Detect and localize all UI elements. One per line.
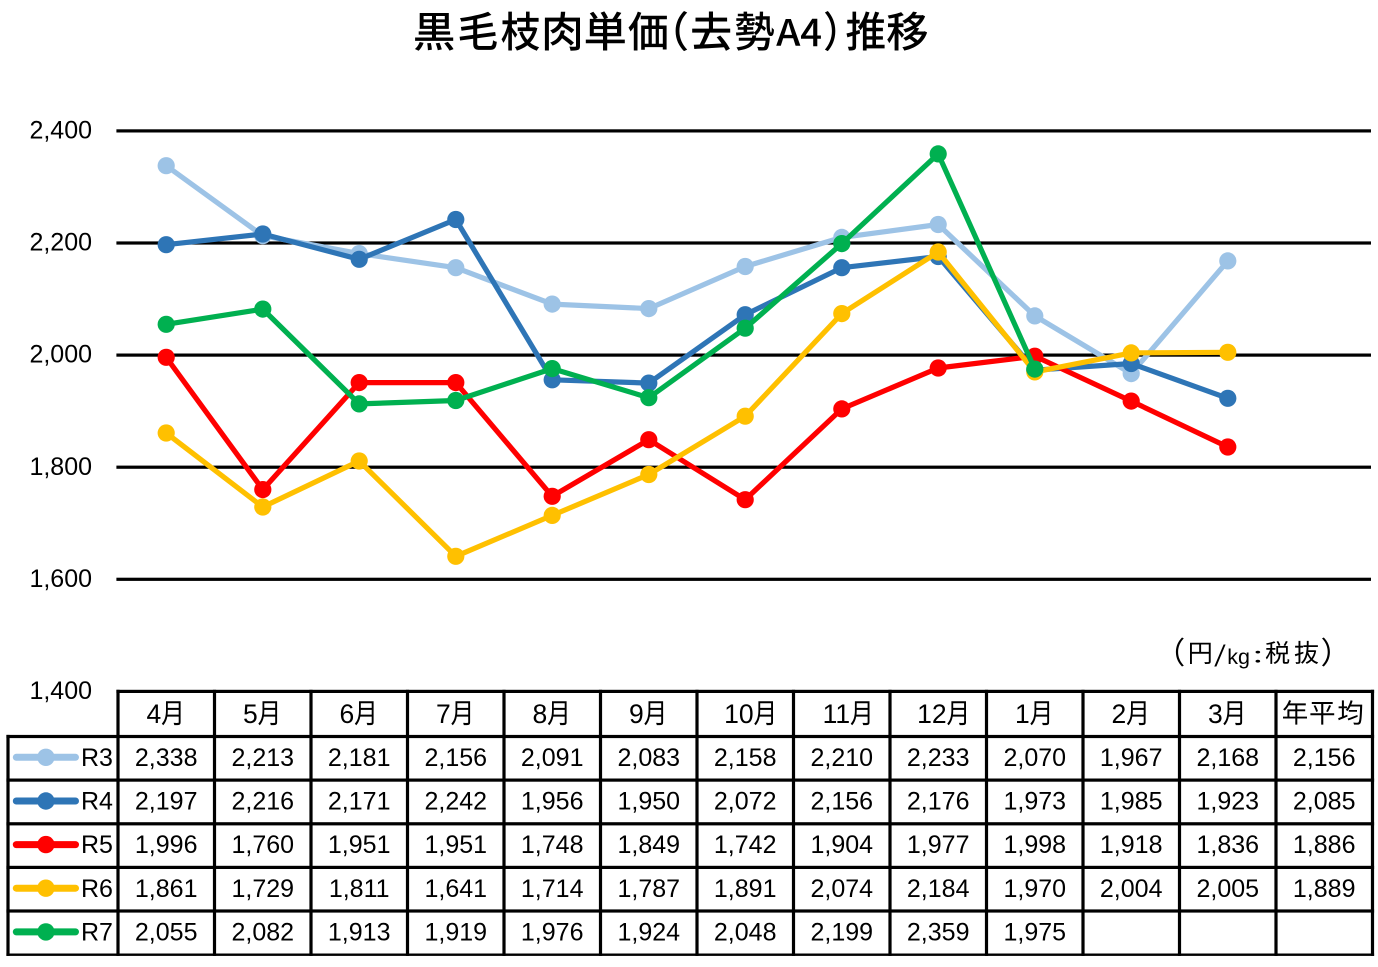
svg-text:2,156: 2,156 <box>811 788 874 816</box>
svg-text:2,197: 2,197 <box>135 788 198 816</box>
svg-text:2,158: 2,158 <box>714 744 777 772</box>
svg-text:11: 11 <box>823 699 851 729</box>
svg-text:2,083: 2,083 <box>618 744 681 772</box>
svg-text:1,977: 1,977 <box>907 831 970 859</box>
svg-text:1,861: 1,861 <box>135 875 198 903</box>
svg-text:2,085: 2,085 <box>1293 788 1356 816</box>
svg-text:2,055: 2,055 <box>135 919 198 947</box>
svg-text:1: 1 <box>1015 699 1030 729</box>
svg-text:1,970: 1,970 <box>1004 875 1067 903</box>
svg-text:2,210: 2,210 <box>811 744 874 772</box>
svg-text:2,005: 2,005 <box>1197 875 1260 903</box>
svg-text:2,091: 2,091 <box>521 744 584 772</box>
svg-text:2,213: 2,213 <box>232 744 295 772</box>
svg-text:10: 10 <box>724 699 753 729</box>
svg-text:1,967: 1,967 <box>1100 744 1163 772</box>
svg-text:2,168: 2,168 <box>1197 744 1260 772</box>
svg-text:1,975: 1,975 <box>1004 919 1067 947</box>
svg-text:1,904: 1,904 <box>811 831 874 859</box>
svg-text:2,181: 2,181 <box>328 744 391 772</box>
svg-text:2,199: 2,199 <box>811 919 874 947</box>
svg-text:4: 4 <box>146 699 161 729</box>
svg-text:12: 12 <box>917 699 946 729</box>
svg-text:1,600: 1,600 <box>29 565 92 593</box>
svg-text:1,998: 1,998 <box>1004 831 1067 859</box>
svg-text:1,985: 1,985 <box>1100 788 1163 816</box>
svg-text:1,787: 1,787 <box>618 875 681 903</box>
svg-text:1,956: 1,956 <box>521 788 584 816</box>
svg-text:kg: kg <box>1227 645 1250 669</box>
svg-text:8: 8 <box>532 699 547 729</box>
svg-text:1,913: 1,913 <box>328 919 391 947</box>
svg-text:1,800: 1,800 <box>29 453 92 481</box>
svg-text:1,760: 1,760 <box>232 831 295 859</box>
svg-text:2,242: 2,242 <box>425 788 488 816</box>
svg-text:1,641: 1,641 <box>425 875 488 903</box>
svg-text:2,082: 2,082 <box>232 919 295 947</box>
svg-text:1,836: 1,836 <box>1197 831 1260 859</box>
svg-text:2,000: 2,000 <box>29 341 92 369</box>
svg-text:2,156: 2,156 <box>425 744 488 772</box>
svg-text:5: 5 <box>243 699 258 729</box>
svg-text:R7: R7 <box>81 919 113 947</box>
svg-text:2,004: 2,004 <box>1100 875 1163 903</box>
svg-text:1,891: 1,891 <box>714 875 777 903</box>
svg-text:1,976: 1,976 <box>521 919 584 947</box>
svg-text:2,400: 2,400 <box>29 117 92 145</box>
svg-text:1,950: 1,950 <box>618 788 681 816</box>
svg-text:7: 7 <box>436 699 451 729</box>
svg-text:1,996: 1,996 <box>135 831 198 859</box>
svg-text:1,714: 1,714 <box>521 875 584 903</box>
svg-text:1,742: 1,742 <box>714 831 777 859</box>
svg-text:1,924: 1,924 <box>618 919 681 947</box>
svg-text:6: 6 <box>339 699 354 729</box>
svg-text:2,074: 2,074 <box>811 875 874 903</box>
svg-text:1,729: 1,729 <box>232 875 295 903</box>
svg-text:2: 2 <box>1111 699 1126 729</box>
svg-text:2,200: 2,200 <box>29 229 92 257</box>
svg-text:2,070: 2,070 <box>1004 744 1067 772</box>
svg-text:1,849: 1,849 <box>618 831 681 859</box>
svg-text:1,748: 1,748 <box>521 831 584 859</box>
svg-text:2,233: 2,233 <box>907 744 970 772</box>
svg-text:R3: R3 <box>81 744 113 772</box>
svg-text:1,811: 1,811 <box>329 875 390 903</box>
svg-text:1,889: 1,889 <box>1293 875 1356 903</box>
svg-text:2,156: 2,156 <box>1293 744 1356 772</box>
svg-text:1,918: 1,918 <box>1100 831 1163 859</box>
svg-text:R5: R5 <box>81 831 113 859</box>
svg-text:1,951: 1,951 <box>425 831 488 859</box>
svg-text:9: 9 <box>629 699 644 729</box>
svg-text:1,951: 1,951 <box>328 831 391 859</box>
svg-text:1,919: 1,919 <box>425 919 488 947</box>
svg-text:1,400: 1,400 <box>29 677 92 705</box>
svg-text:2,216: 2,216 <box>232 788 295 816</box>
svg-text:2,184: 2,184 <box>907 875 970 903</box>
svg-text:2,048: 2,048 <box>714 919 777 947</box>
svg-text:2,176: 2,176 <box>907 788 970 816</box>
svg-text:2,072: 2,072 <box>714 788 777 816</box>
svg-text:1,923: 1,923 <box>1197 788 1260 816</box>
svg-text:1,886: 1,886 <box>1293 831 1356 859</box>
svg-text:3: 3 <box>1208 699 1223 729</box>
svg-text:R6: R6 <box>81 875 113 903</box>
svg-text:2,171: 2,171 <box>328 788 391 816</box>
svg-text:2,359: 2,359 <box>907 919 970 947</box>
svg-text:2,338: 2,338 <box>135 744 198 772</box>
svg-text:1,973: 1,973 <box>1004 788 1067 816</box>
svg-text:R4: R4 <box>81 788 113 816</box>
